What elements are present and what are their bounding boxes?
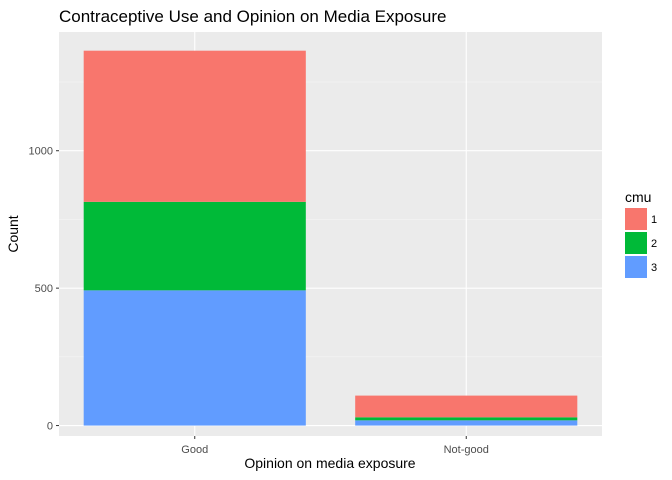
x-axis: Good Not-good — [181, 436, 489, 456]
bar-segment — [83, 50, 306, 202]
bar-segment — [83, 290, 306, 426]
bar-segment — [83, 201, 306, 291]
x-tick-label: Not-good — [444, 444, 489, 456]
y-tick-label: 0 — [47, 421, 53, 433]
y-axis-title: Count — [5, 215, 21, 252]
legend: cmu 1 2 3 — [625, 189, 657, 278]
legend-label: 2 — [651, 238, 657, 250]
legend-label: 1 — [651, 214, 657, 226]
x-axis-title: Opinion on media exposure — [244, 455, 415, 471]
bar-segment — [355, 420, 578, 426]
legend-label: 3 — [651, 262, 657, 274]
y-tick-label: 500 — [35, 283, 53, 295]
legend-key — [625, 256, 647, 278]
bar-segment — [355, 417, 578, 421]
x-tick-label: Good — [181, 444, 208, 456]
y-tick-label: 1000 — [29, 146, 53, 158]
legend-key — [625, 208, 647, 230]
legend-key — [625, 232, 647, 254]
bar-segment — [355, 395, 578, 418]
y-axis: 0 500 1000 — [29, 146, 59, 433]
legend-title: cmu — [625, 189, 651, 205]
chart-title: Contraceptive Use and Opinion on Media E… — [59, 7, 446, 26]
bars — [83, 50, 578, 426]
